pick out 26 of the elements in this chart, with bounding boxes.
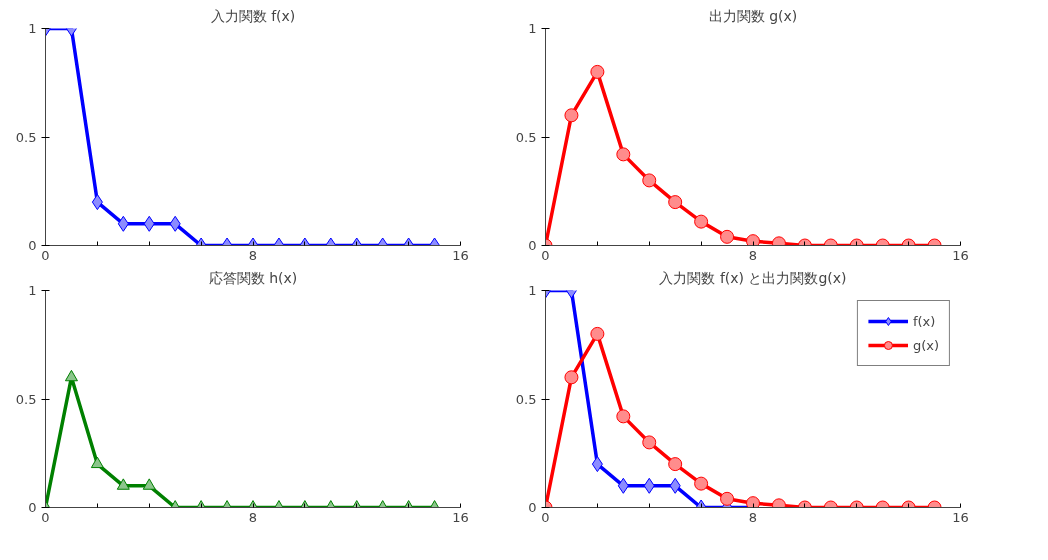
x-tick-label: 16 (952, 509, 969, 525)
x-tick-label: 0 (41, 247, 50, 263)
x-tick-label: 8 (248, 509, 258, 525)
chart-title: 応答関数 h(x) (208, 269, 298, 286)
y-tick-label: 0.5 (15, 129, 37, 145)
chart-title: 入力関数 f(x) (210, 7, 296, 24)
legend-label: f(x) (912, 313, 936, 329)
y-tick-label: 1 (528, 283, 537, 298)
x-tick-label: 8 (248, 247, 258, 263)
x-tick-label: 0 (541, 247, 550, 263)
x-tick-label: 0 (41, 509, 50, 525)
y-tick-label: 0.5 (15, 391, 37, 407)
y-tick-label: 1 (528, 21, 537, 36)
x-tick-label: 16 (452, 509, 469, 525)
chart-title: 出力関数 g(x) (708, 7, 798, 24)
y-tick-label: 1 (28, 283, 37, 298)
chart-title: 入力関数 f(x) と出力関数g(x) (659, 269, 847, 286)
x-tick-label: 16 (452, 247, 469, 263)
y-tick-label: 0.5 (515, 391, 537, 407)
legend-label: g(x) (912, 337, 939, 353)
x-tick-label: 0 (541, 509, 550, 525)
x-tick-label: 8 (748, 247, 758, 263)
x-tick-label: 16 (952, 247, 969, 263)
y-tick-label: 0.5 (515, 129, 537, 145)
y-tick-label: 1 (28, 21, 37, 36)
x-tick-label: 8 (748, 509, 758, 525)
